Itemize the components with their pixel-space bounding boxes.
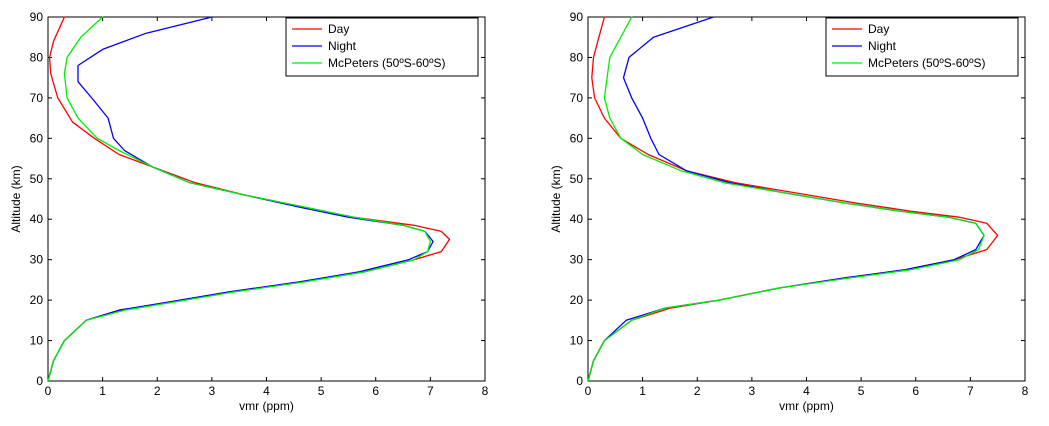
y-tick-label: 10 xyxy=(570,334,584,348)
x-tick-label: 1 xyxy=(639,384,646,398)
x-axis-label: vmr (ppm) xyxy=(779,399,834,413)
x-axis-label: vmr (ppm) xyxy=(239,399,294,413)
chart-panel-right: 0 1 2 3 4 5 6 7 8 0 10 20 30 40 50 60 70 80 90 vmr (ppm) Alt… xyxy=(540,0,1049,421)
x-tick-label: 2 xyxy=(694,384,701,398)
chart-panel-left: 0 1 2 3 4 5 6 7 8 0 10 20 30 40 50 60 70 80 90 vmr (ppm) Alt… xyxy=(0,0,520,421)
x-tick-label: 4 xyxy=(263,384,270,398)
y-tick-label: 80 xyxy=(30,50,44,64)
x-tick-label: 8 xyxy=(1022,384,1029,398)
y-tick-label: 30 xyxy=(570,253,584,267)
y-tick-label: 60 xyxy=(30,131,44,145)
y-axis-label: Altitude (km) xyxy=(549,165,563,232)
y-tick-label: 50 xyxy=(570,172,584,186)
y-tick-label: 30 xyxy=(30,253,44,267)
x-tick-label: 3 xyxy=(209,384,216,398)
x-tick-label: 7 xyxy=(427,384,434,398)
x-tick-label: 3 xyxy=(749,384,756,398)
y-tick-label: 40 xyxy=(30,212,44,226)
x-tick-label: 6 xyxy=(372,384,379,398)
legend-entry-label: Night xyxy=(868,39,897,53)
x-tick-label: 2 xyxy=(154,384,161,398)
x-tick-label: 5 xyxy=(318,384,325,398)
series-line-2 xyxy=(47,16,432,382)
y-tick-label: 60 xyxy=(570,131,584,145)
legend-entry-label: McPeters (50ºS-60ºS) xyxy=(328,56,445,70)
y-tick-label: 70 xyxy=(30,91,44,105)
legend-entry-label: Day xyxy=(868,22,889,36)
x-tick-label: 0 xyxy=(585,384,592,398)
y-axis-label: Altitude (km) xyxy=(9,165,23,232)
legend-entry-label: Night xyxy=(328,39,357,53)
legend-entry-label: Day xyxy=(328,22,349,36)
y-tick-label: 20 xyxy=(570,293,584,307)
x-tick-label: 0 xyxy=(45,384,52,398)
x-tick-label: 4 xyxy=(803,384,810,398)
legend-entry-label: McPeters (50ºS-60ºS) xyxy=(868,56,985,70)
y-tick-label: 70 xyxy=(570,91,584,105)
plot-frame xyxy=(587,16,1026,382)
x-tick-label: 6 xyxy=(912,384,919,398)
x-tick-label: 1 xyxy=(99,384,106,398)
x-tick-label: 5 xyxy=(858,384,865,398)
y-tick-label: 90 xyxy=(570,10,584,24)
x-tick-label: 8 xyxy=(482,384,489,398)
legend-box xyxy=(825,17,1019,77)
legend-box xyxy=(285,17,479,77)
y-tick-label: 50 xyxy=(30,172,44,186)
y-tick-label: 20 xyxy=(30,293,44,307)
y-tick-label: 10 xyxy=(30,334,44,348)
series-line-2 xyxy=(587,16,985,382)
y-tick-label: 80 xyxy=(570,50,584,64)
y-tick-label: 90 xyxy=(30,10,44,24)
y-tick-label: 40 xyxy=(570,212,584,226)
x-tick-label: 7 xyxy=(967,384,974,398)
y-tick-label: 0 xyxy=(36,374,43,388)
y-tick-label: 0 xyxy=(576,374,583,388)
